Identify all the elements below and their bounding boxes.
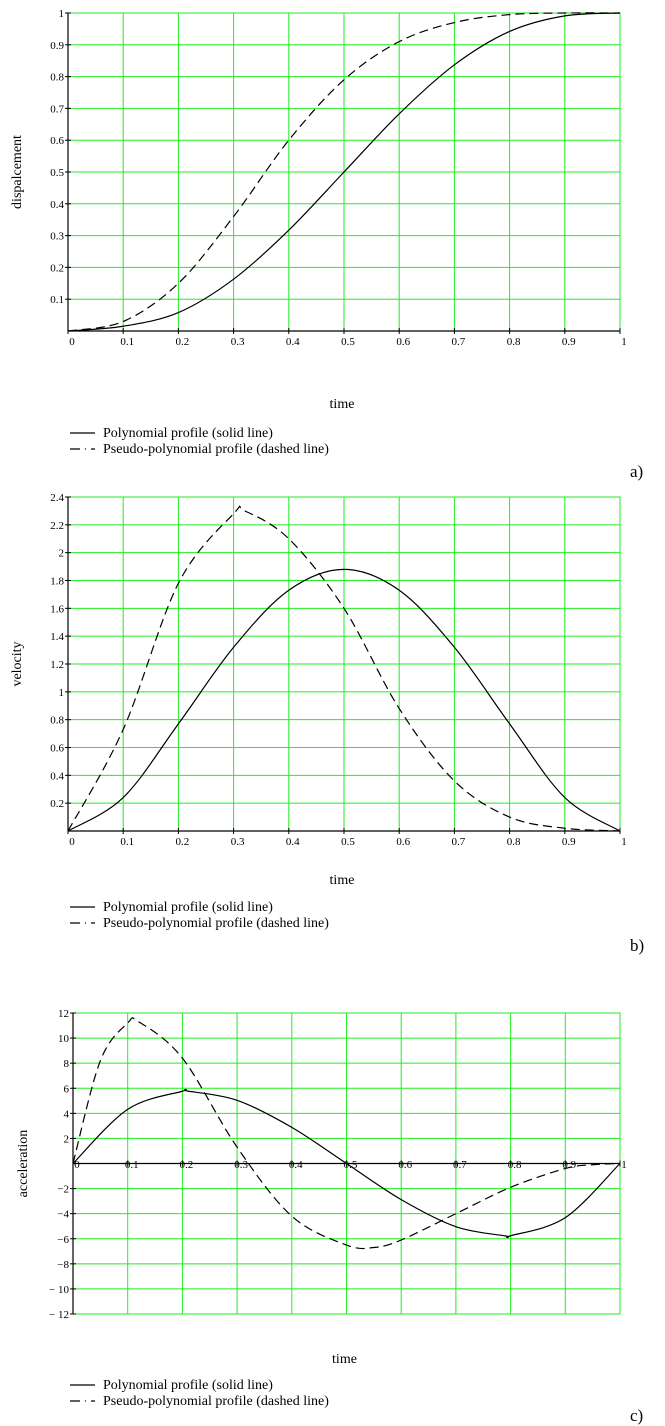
- y-tick-label: 6: [64, 1083, 70, 1095]
- x-tick-label: 0.8: [507, 336, 521, 348]
- x-tick-label: 0.3: [234, 1159, 248, 1171]
- y-tick-label: −2: [57, 1184, 69, 1196]
- panel-label: c): [630, 1406, 643, 1425]
- y-tick-label: 0.7: [50, 103, 64, 115]
- y-tick-label: 2: [59, 548, 65, 560]
- y-tick-label: 0.2: [50, 798, 64, 810]
- y-tick-label: 1.2: [50, 659, 64, 671]
- x-tick-label: 0.3: [231, 836, 245, 848]
- x-tick-label: 0.8: [508, 1159, 522, 1171]
- y-tick-label: 1: [59, 687, 65, 699]
- y-tick-label: 2.2: [50, 520, 64, 532]
- y-tick-label: 0.6: [50, 135, 64, 147]
- pseudo-polynomial-series-line: [67, 505, 621, 832]
- chart-panel-2: 0 0.1 0.2 0.3 0.4 0.5 0.6 0.7 0.8 0.9 1 0.2 0.4 0.6 0.…: [10, 492, 644, 955]
- polynomial-series-line: [67, 12, 621, 332]
- polynomial-series-line: [67, 568, 621, 832]
- x-tick-label: 0.2: [176, 836, 190, 848]
- x-tick-label: 0.9: [562, 336, 576, 348]
- x-tick-label: 0.2: [180, 1159, 194, 1171]
- legend-label: Pseudo-polynomial profile (dashed line): [103, 1394, 329, 1409]
- y-tick-label: 0.3: [50, 231, 64, 243]
- x-tick-label: 0.9: [562, 836, 576, 848]
- polynomial-series-line: [72, 1088, 621, 1239]
- legend-label: Polynomial profile (solid line): [103, 900, 273, 915]
- x-tick-label: 0.5: [344, 1159, 358, 1171]
- x-tick-label: 0.7: [453, 1159, 467, 1171]
- y-axis-title: velocity: [10, 641, 25, 686]
- y-tick-label: 2.4: [50, 492, 64, 504]
- x-axis-title: time: [330, 873, 355, 888]
- y-tick-label: 0.1: [50, 294, 64, 306]
- legend-label: Pseudo-polynomial profile (dashed line): [103, 442, 329, 457]
- x-tick-label: 0.8: [507, 836, 521, 848]
- y-tick-label: 0.8: [50, 72, 64, 84]
- y-tick-label: 4: [64, 1108, 70, 1120]
- y-tick-label: − 12: [49, 1309, 69, 1321]
- y-tick-label: 8: [64, 1058, 70, 1070]
- y-tick-label: 1: [59, 8, 65, 20]
- y-tick-label: 0.9: [50, 40, 64, 52]
- x-tick-label: 0.6: [396, 336, 410, 348]
- y-tick-label: 0.4: [50, 770, 64, 782]
- x-tick-label: 0.7: [452, 336, 466, 348]
- x-tick-label: 0.3: [231, 336, 245, 348]
- y-tick-label: 2: [64, 1133, 70, 1145]
- y-tick-label: 0.8: [50, 715, 64, 727]
- x-tick-label: 0.4: [286, 836, 300, 848]
- pseudo-polynomial-series-line: [72, 1017, 621, 1250]
- x-tick-label: 0.5: [341, 336, 355, 348]
- x-tick-label: 0.6: [396, 836, 410, 848]
- x-tick-label: 0.4: [289, 1159, 303, 1171]
- chart-panel-3: 0 0.1 0.2 0.3 0.4 0.5 0.6 0.7 0.8 0.9 112108642−2−…: [16, 1008, 643, 1425]
- pseudo-polynomial-series-line: [67, 12, 621, 332]
- y-tick-label: 10: [58, 1033, 70, 1045]
- panel-label: a): [630, 462, 643, 481]
- y-tick-label: 0.6: [50, 743, 64, 755]
- legend-label: Pseudo-polynomial profile (dashed line): [103, 916, 329, 931]
- x-tick-label: 0: [69, 336, 75, 348]
- x-tick-label: 0.5: [341, 836, 355, 848]
- x-tick-label: 0.6: [398, 1159, 412, 1171]
- y-axis-title: acceleration: [16, 1130, 31, 1198]
- y-tick-label: 12: [58, 1008, 69, 1020]
- x-tick-label: 0.1: [120, 836, 134, 848]
- y-tick-label: 0.5: [50, 167, 64, 179]
- y-tick-label: −8: [57, 1259, 69, 1271]
- y-tick-label: 1.8: [50, 576, 64, 588]
- x-tick-label: 0.7: [452, 836, 466, 848]
- x-tick-label: 0: [74, 1159, 80, 1171]
- panel-label: b): [630, 936, 644, 955]
- x-tick-label: 0.1: [120, 336, 134, 348]
- x-tick-label: 1: [621, 1159, 627, 1171]
- x-tick-label: 1: [621, 836, 627, 848]
- y-tick-label: 0.2: [50, 262, 64, 274]
- x-axis-title: time: [332, 1352, 357, 1367]
- y-tick-label: −4: [57, 1209, 69, 1221]
- x-tick-label: 0.2: [176, 336, 190, 348]
- y-tick-label: 1.4: [50, 631, 64, 643]
- x-tick-label: 1: [621, 336, 627, 348]
- x-tick-label: 0: [69, 836, 75, 848]
- x-axis-title: time: [330, 397, 355, 412]
- y-tick-label: 1.6: [50, 603, 64, 615]
- y-axis-title: dispalcement: [10, 135, 25, 209]
- x-tick-label: 0.1: [125, 1159, 139, 1171]
- y-tick-label: −6: [57, 1234, 69, 1246]
- x-tick-label: 0.4: [286, 336, 300, 348]
- chart-panel-1: 0 0.1 0.2 0.3 0.4 0.5 0.6 0.7 0.8 0.9 1 0.1 0.2 0.3 0.…: [10, 8, 643, 481]
- y-tick-label: 0.4: [50, 199, 64, 211]
- y-tick-label: − 10: [49, 1284, 69, 1296]
- legend-label: Polynomial profile (solid line): [103, 1378, 273, 1393]
- legend-label: Polynomial profile (solid line): [103, 426, 273, 441]
